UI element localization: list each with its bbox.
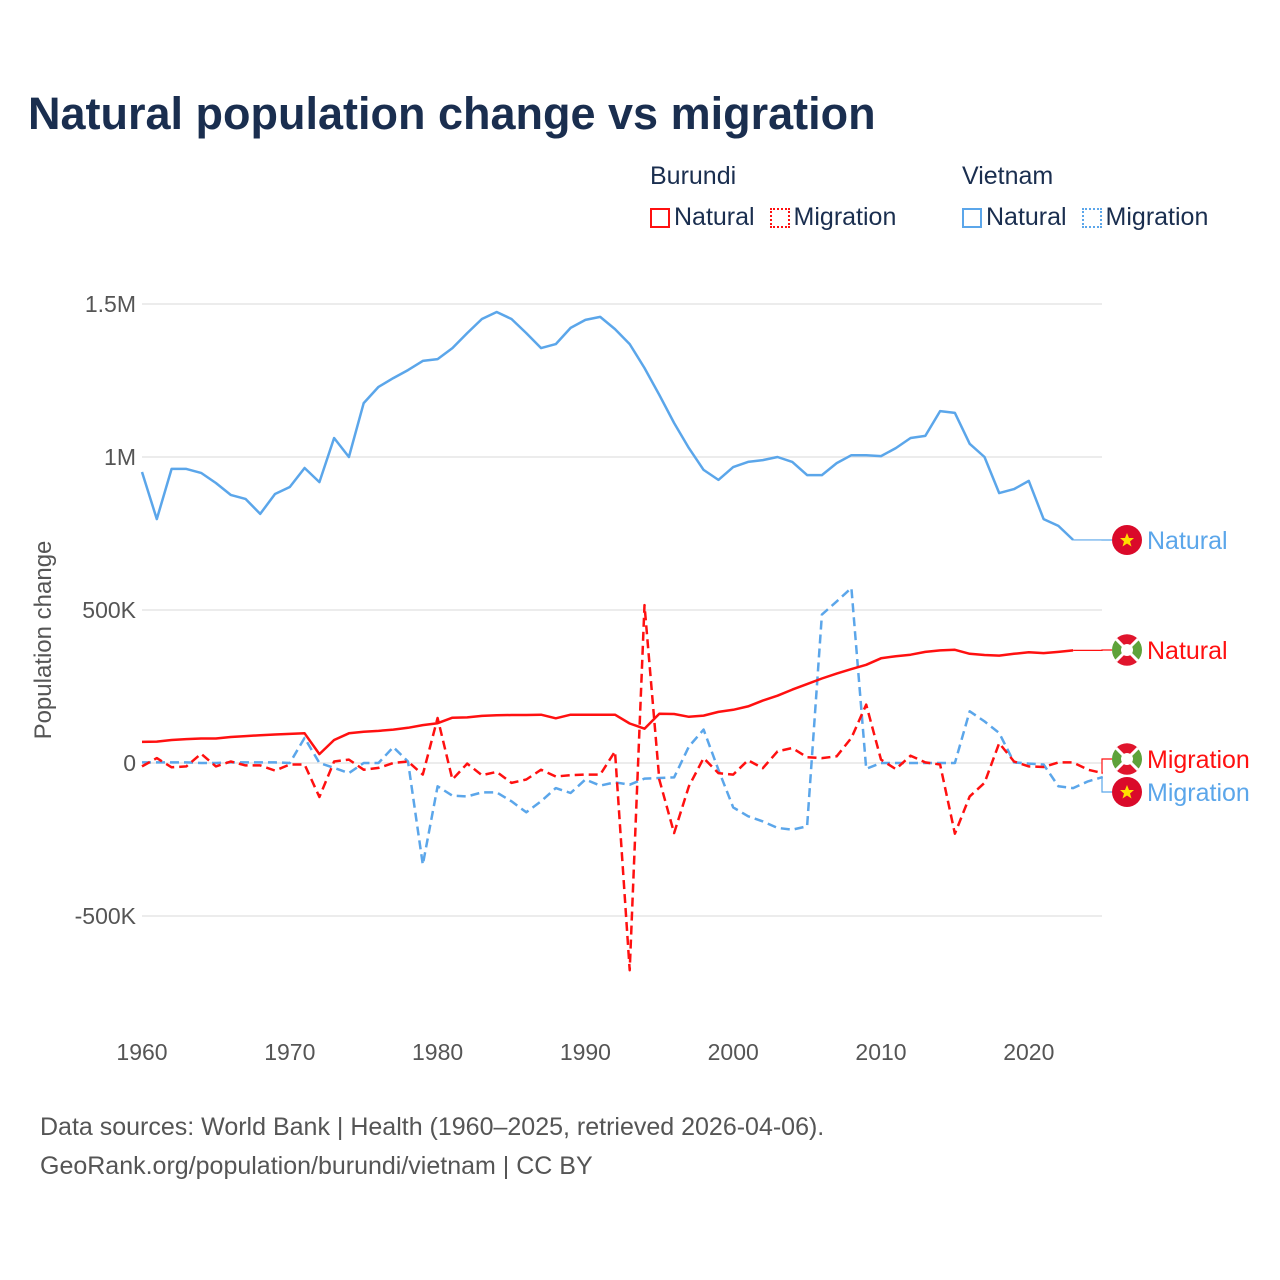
data-source-note: Data sources: World Bank | Health (1960–… (40, 1113, 825, 1141)
end-label-burundi-migration: Migration (1147, 746, 1250, 774)
solid-swatch-icon (650, 207, 670, 228)
series-line-vietnam-natural[interactable] (140, 310, 1074, 541)
series-line-burundi-migration[interactable] (141, 603, 1103, 972)
y-axis-label: Population change (30, 541, 57, 740)
solid-swatch-icon (962, 207, 982, 228)
y-tick-label: -500K (75, 903, 137, 929)
legend-group-vietnam: Vietnam Natural Migration (962, 162, 1216, 235)
x-tick-label: 1980 (412, 1039, 463, 1065)
legend-label: Natural (986, 203, 1067, 231)
chart-title: Natural population change vs migration (28, 88, 876, 139)
legend-label: Natural (674, 203, 755, 231)
x-tick-label: 2000 (708, 1039, 759, 1065)
legend-item-burundi-migration[interactable]: Migration (769, 203, 897, 232)
legend-item-vietnam-natural[interactable]: Natural (962, 203, 1067, 232)
label-connector (1101, 758, 1112, 774)
y-tick-label: 500K (82, 597, 136, 623)
burundi-flag-icon (1112, 634, 1142, 666)
series-line-vietnam-migration[interactable] (142, 586, 1104, 866)
dotted-swatch-icon (769, 207, 790, 228)
legend-group-title: Burundi (650, 162, 737, 190)
y-tick-label: 0 (123, 750, 136, 776)
label-connector (1101, 776, 1112, 793)
vietnam-flag-icon (1112, 525, 1142, 555)
vietnam-flag-icon (1112, 777, 1142, 807)
end-label-vietnam-natural: Natural (1147, 527, 1228, 555)
legend-item-burundi-natural[interactable]: Natural (650, 203, 755, 232)
end-label-burundi-natural: Natural (1147, 637, 1228, 665)
y-tick-label: 1.5M (85, 291, 136, 317)
legend-label: Migration (1105, 203, 1209, 231)
legend-label: Migration (793, 203, 897, 231)
x-tick-label: 1970 (264, 1039, 315, 1065)
end-label-vietnam-migration: Migration (1147, 779, 1250, 807)
dotted-swatch-icon (1081, 207, 1102, 228)
x-tick-label: 2010 (855, 1039, 906, 1065)
source-link[interactable]: GeoRank.org/population/burundi/vietnam |… (40, 1152, 593, 1180)
x-tick-label: 1990 (560, 1039, 611, 1065)
x-tick-label: 1960 (116, 1039, 167, 1065)
series-line-burundi-natural[interactable] (141, 648, 1074, 756)
legend-item-vietnam-migration[interactable]: Migration (1081, 203, 1209, 232)
burundi-flag-icon (1112, 743, 1142, 775)
legend-group-title: Vietnam (962, 162, 1054, 190)
footer: Data sources: World Bank | Health (1960–… (40, 1108, 824, 1186)
legend-group-burundi: Burundi Natural Migration (650, 162, 904, 235)
y-tick-label: 1M (104, 444, 136, 470)
x-tick-label: 2020 (1003, 1039, 1054, 1065)
